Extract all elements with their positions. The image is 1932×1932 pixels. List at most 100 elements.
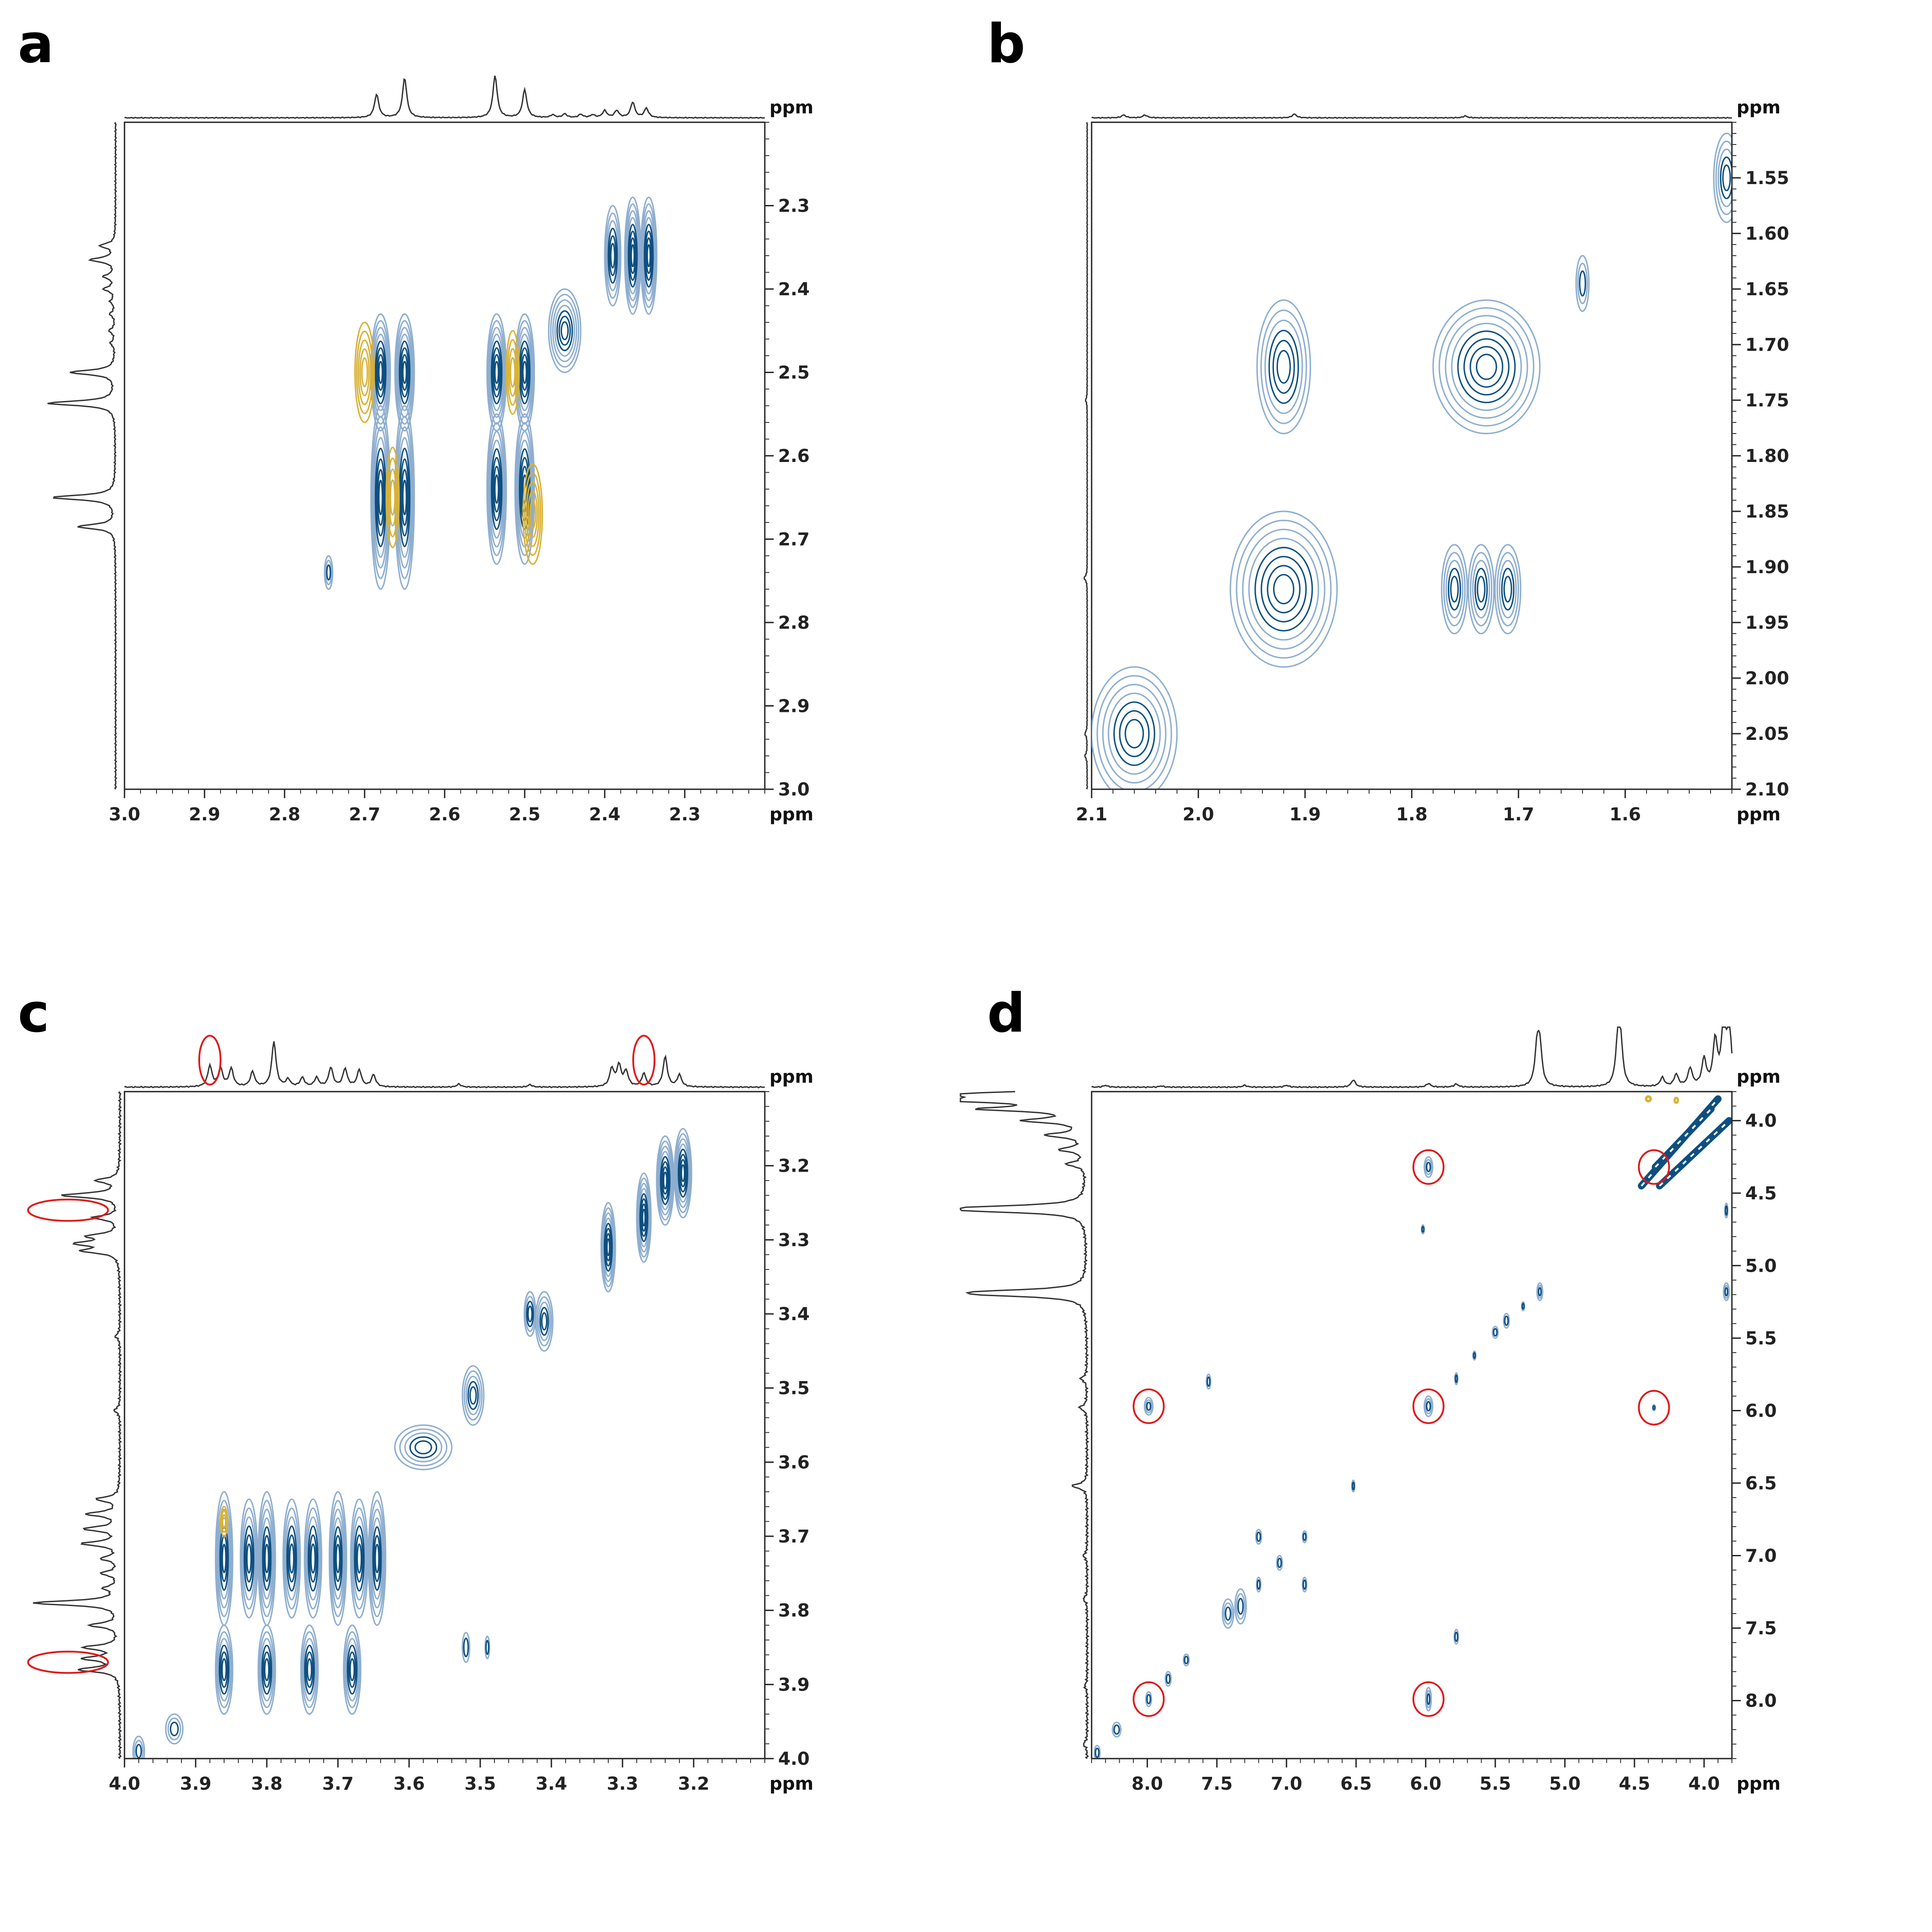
contour-level	[1472, 560, 1490, 619]
contour-layer	[324, 197, 658, 590]
contour-level	[134, 1739, 144, 1759]
contour-level	[370, 1508, 384, 1609]
contour-level	[1223, 1602, 1233, 1625]
contour-level	[1537, 1285, 1543, 1299]
x-tick-label: 2.0	[1183, 804, 1214, 825]
y-tick-label: 1.55	[1745, 168, 1789, 189]
contour-level	[1426, 1401, 1431, 1412]
contour-level	[357, 339, 372, 406]
positive-crosspeak	[1454, 1372, 1458, 1386]
contour-level	[529, 499, 536, 529]
positive-crosspeak	[1503, 1313, 1510, 1329]
contour-level	[1236, 519, 1332, 659]
y-axis-unit: ppm	[1737, 97, 1781, 118]
contour-level	[301, 1631, 317, 1708]
contour-level	[487, 320, 506, 425]
contour-level	[135, 1743, 142, 1759]
contour-level	[1457, 330, 1516, 403]
contour-level	[1713, 133, 1732, 223]
top-projection-spectrum	[124, 75, 765, 119]
contour-level	[1276, 350, 1291, 384]
contour-level	[1470, 552, 1493, 627]
contour-level	[1724, 1287, 1728, 1297]
contour-level	[219, 1526, 229, 1591]
x-tick-label: 2.9	[189, 804, 221, 825]
contour-level	[1301, 1576, 1308, 1593]
contour-level	[510, 357, 516, 388]
contour-level	[218, 1517, 230, 1600]
contour-level	[601, 1207, 615, 1287]
contour-level	[221, 1658, 227, 1681]
contour-level	[1102, 683, 1167, 784]
contour-level	[1206, 1376, 1211, 1387]
contour-level	[676, 1143, 690, 1203]
x-tick-label: 2.6	[429, 804, 461, 825]
positive-crosspeak	[535, 1291, 554, 1352]
contour-level	[1236, 1593, 1245, 1620]
contour-level	[1234, 1588, 1247, 1625]
contour-level	[262, 1651, 271, 1688]
y-tick-label: 3.6	[778, 1452, 810, 1473]
contour-level	[606, 220, 619, 292]
x-tick-label: 1.9	[1289, 804, 1321, 825]
contour-level	[605, 212, 620, 299]
contour-level	[402, 479, 407, 515]
contour-layer	[1093, 1095, 1732, 1759]
contour-level	[1646, 1096, 1651, 1101]
positive-crosspeak	[1221, 1598, 1234, 1629]
contour-level	[1351, 1482, 1355, 1490]
contour-level	[261, 1517, 273, 1600]
x-tick-label: 3.8	[251, 1774, 283, 1794]
contour-level	[216, 1500, 233, 1617]
contour-level	[560, 321, 569, 341]
contour-level	[1426, 1161, 1431, 1173]
positive-crosspeak	[462, 1632, 470, 1663]
highlight-circle	[1638, 1390, 1670, 1426]
panel-a: a 3.0 2.9 2.8 2.7 2.6 2.5 2.4 2.3 ppm 2.3 2.4 2.5 2.6…	[18, 13, 813, 825]
contour-level	[262, 1526, 272, 1591]
contour-level	[1221, 1598, 1234, 1629]
contour-level	[1272, 340, 1295, 394]
positive-crosspeak	[1432, 299, 1541, 434]
contour-level	[1426, 1693, 1430, 1705]
contour-level	[1723, 1285, 1729, 1299]
y-axis: 3.2 3.3 3.4 3.5 3.6 3.7 3.8 3.9 4.0 ppm	[764, 1067, 814, 1769]
x-axis: 4.0 3.9 3.8 3.7 3.6 3.5 3.4 3.3 3.2 ppm	[109, 1758, 813, 1794]
contour-level	[1423, 1156, 1434, 1178]
negative-crosspeak	[385, 446, 400, 548]
contour-level	[1237, 1598, 1244, 1615]
contour-level	[636, 1172, 652, 1263]
contour-level	[1674, 1097, 1679, 1103]
contour-level	[524, 472, 542, 556]
contour-level	[1225, 1606, 1231, 1621]
positive-crosspeak	[1536, 1282, 1543, 1301]
contour-level	[304, 1498, 322, 1619]
contour-level	[1470, 346, 1503, 388]
contour-level	[602, 1217, 614, 1277]
y-tick-label: 2.9	[778, 696, 810, 717]
y-axis-unit: ppm	[770, 1067, 814, 1087]
contour-level	[259, 1631, 275, 1708]
contour-level	[1229, 510, 1338, 668]
positive-crosspeak	[1092, 666, 1178, 789]
y-tick-label: 3.4	[778, 1304, 810, 1325]
contour-level	[1248, 538, 1319, 641]
contour-level	[658, 1145, 673, 1216]
y-axis: 2.3 2.4 2.5 2.6 2.7 2.8 2.9 3.0 ppm	[764, 97, 813, 800]
contour-level	[643, 217, 655, 295]
contour-level	[602, 1212, 615, 1282]
contour-level	[520, 347, 530, 398]
contour-level	[1445, 560, 1464, 619]
y-tick-label: 2.5	[778, 363, 810, 383]
positive-crosspeak	[300, 1624, 319, 1715]
contour-level	[331, 1508, 345, 1609]
x-tick-label: 2.3	[669, 804, 701, 825]
contour-level	[527, 490, 538, 538]
highlight-circle	[1412, 1388, 1445, 1424]
positive-crosspeak	[324, 555, 333, 590]
positive-crosspeak	[394, 1424, 453, 1470]
left-projection-spectrum	[1083, 122, 1089, 790]
contour-level	[353, 1525, 365, 1592]
highlight-circle	[1133, 1681, 1165, 1717]
contour-level	[1144, 1397, 1154, 1416]
